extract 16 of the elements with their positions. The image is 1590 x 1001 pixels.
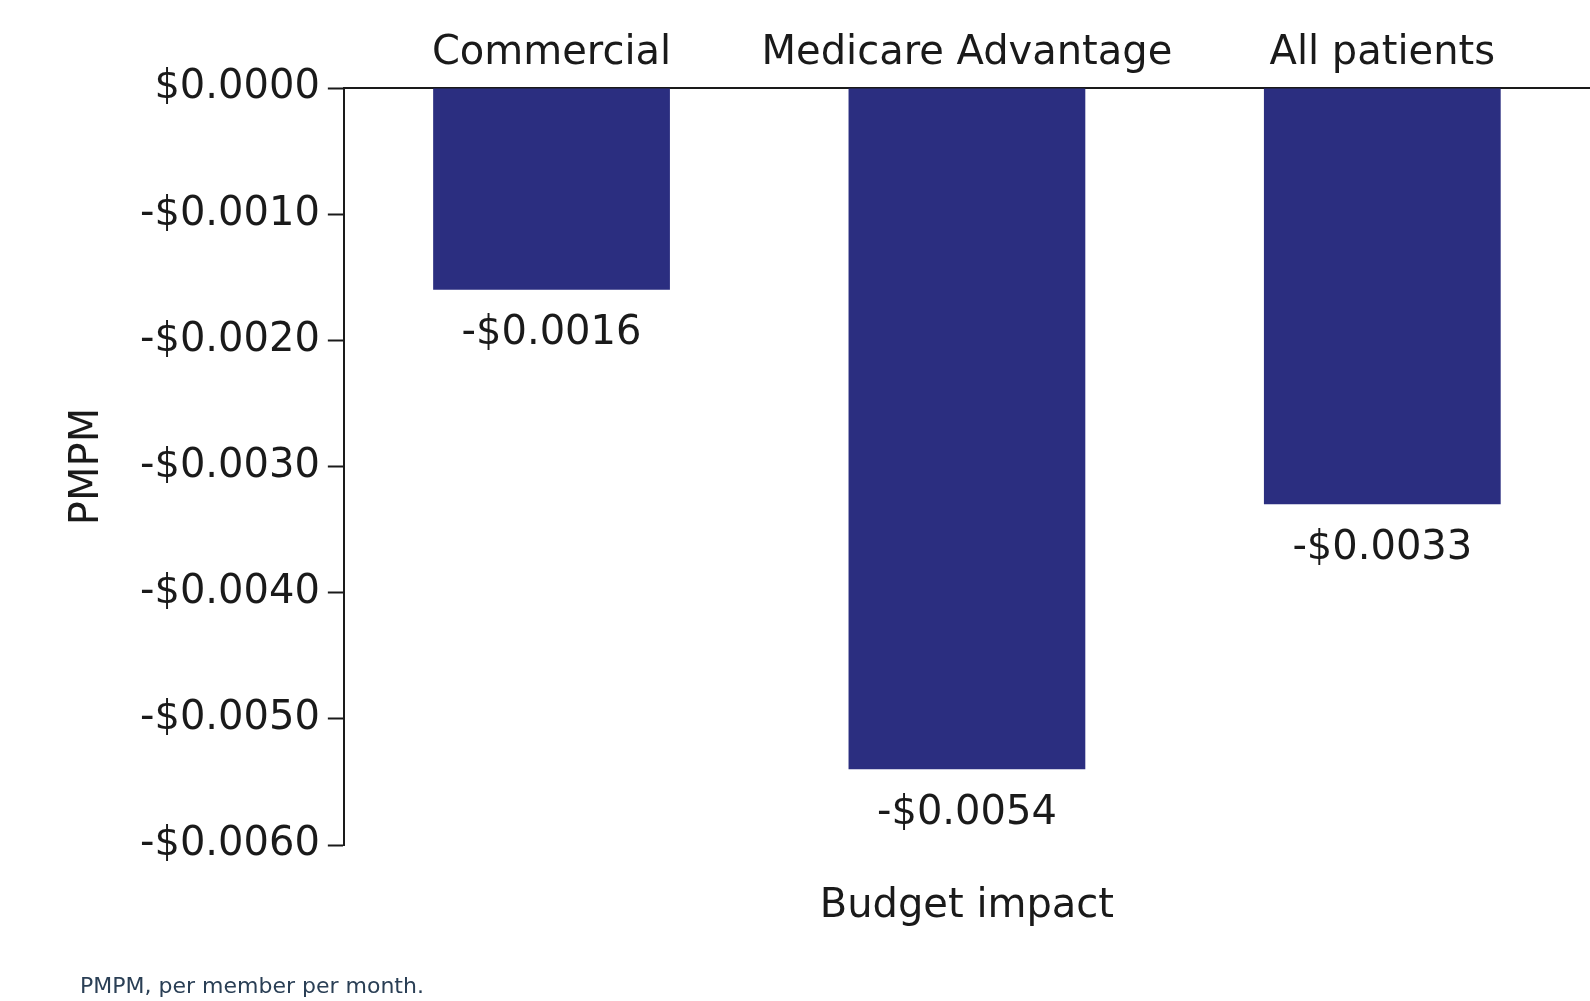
y-axis-title: PMPM <box>61 407 108 526</box>
x-tick-label: Medicare Advantage <box>761 27 1173 74</box>
text: PMPM, per member per month. <box>80 972 424 998</box>
data-label: -$0.0054 <box>877 786 1057 833</box>
y-tick-label: -$0.0040 <box>140 566 320 613</box>
y-tick-label: -$0.0010 <box>140 187 320 234</box>
data-label: -$0.0033 <box>1292 521 1473 568</box>
y-tick-label: $0.0000 <box>154 61 320 108</box>
y-tick-label: -$0.0020 <box>140 313 320 360</box>
x-tick-label: All patients <box>1269 27 1496 74</box>
y-tick-label: -$0.0050 <box>140 692 320 739</box>
data-label: -$0.0016 <box>461 307 642 354</box>
y-tick-label: -$0.0060 <box>140 818 320 865</box>
x-axis-title: Budget impact <box>819 880 1115 927</box>
x-tick-label: Commercial <box>431 27 672 74</box>
y-tick-label: -$0.0030 <box>140 439 320 486</box>
